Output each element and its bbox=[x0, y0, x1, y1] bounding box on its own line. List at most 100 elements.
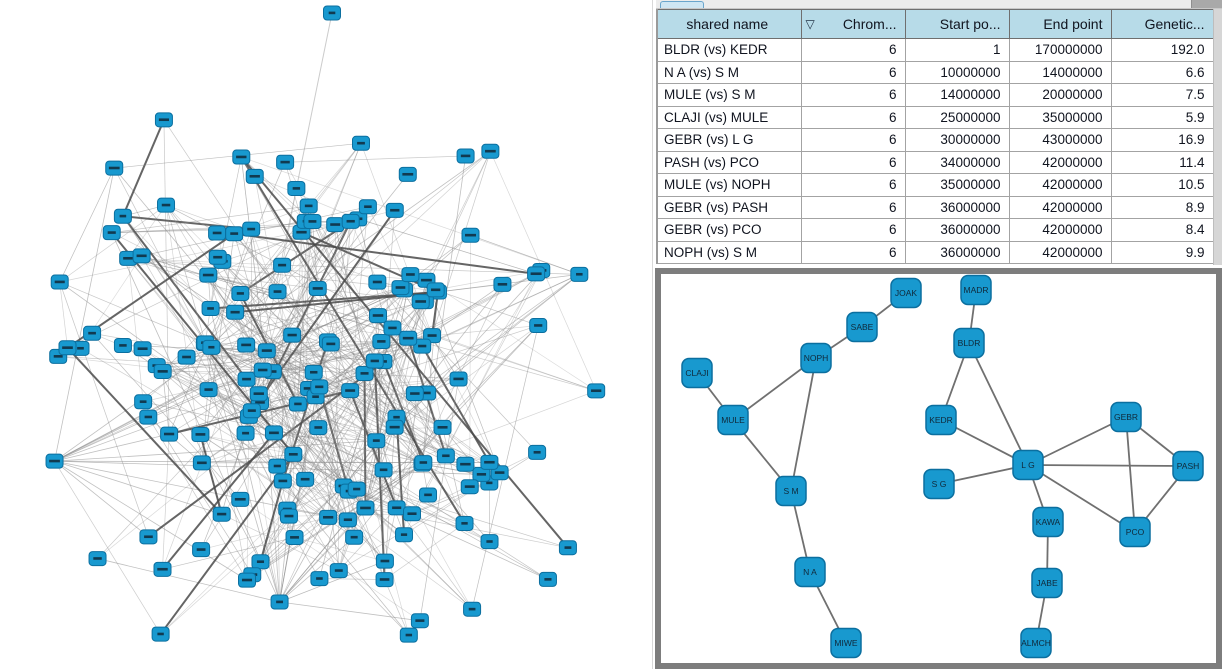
network-node[interactable] bbox=[212, 506, 231, 522]
network-node[interactable] bbox=[310, 379, 329, 395]
network-node[interactable] bbox=[374, 462, 393, 478]
network-node[interactable] bbox=[151, 626, 170, 642]
network-node[interactable] bbox=[208, 249, 227, 265]
table-row[interactable]: CLAJI (vs) MULE 6 25000000 35000000 5.9 bbox=[656, 105, 1214, 129]
network-node[interactable] bbox=[463, 601, 482, 617]
network-node[interactable] bbox=[245, 168, 264, 184]
vertical-scrollbar[interactable] bbox=[1213, 9, 1222, 265]
node-shape[interactable] bbox=[830, 627, 862, 659]
network-node[interactable] bbox=[50, 274, 69, 290]
network-node[interactable] bbox=[88, 551, 107, 567]
network-node[interactable] bbox=[273, 473, 292, 489]
network-node-s-m[interactable]: S M bbox=[775, 475, 807, 507]
network-node[interactable] bbox=[285, 529, 304, 545]
table-row[interactable]: N A (vs) S M 6 10000000 14000000 6.6 bbox=[656, 60, 1214, 84]
network-node[interactable] bbox=[191, 426, 210, 442]
table-row[interactable]: GEBR (vs) PASH 6 36000000 42000000 8.9 bbox=[656, 195, 1214, 219]
network-node[interactable] bbox=[232, 149, 251, 165]
network-node[interactable] bbox=[433, 419, 452, 435]
network-node-joak[interactable]: JOAK bbox=[890, 277, 922, 309]
network-node-pco[interactable]: PCO bbox=[1119, 516, 1151, 548]
network-node[interactable] bbox=[253, 362, 272, 378]
node-shape[interactable] bbox=[1172, 450, 1204, 482]
network-node-jabe[interactable]: JABE bbox=[1031, 567, 1063, 599]
network-edge[interactable] bbox=[1027, 464, 1189, 467]
network-node[interactable] bbox=[231, 491, 250, 507]
network-node-almch[interactable]: ALMCH bbox=[1020, 627, 1052, 659]
network-node[interactable] bbox=[264, 425, 283, 441]
network-node[interactable] bbox=[132, 248, 151, 264]
node-shape[interactable] bbox=[846, 311, 878, 343]
network-node[interactable] bbox=[411, 294, 430, 310]
network-node[interactable] bbox=[268, 284, 287, 300]
network-node[interactable] bbox=[460, 479, 479, 495]
network-node[interactable] bbox=[558, 540, 577, 556]
network-node-l-g[interactable]: L G bbox=[1012, 449, 1044, 481]
network-node[interactable] bbox=[436, 448, 455, 464]
network-node[interactable] bbox=[284, 446, 303, 462]
network-node[interactable] bbox=[326, 217, 345, 233]
network-node[interactable] bbox=[358, 199, 377, 215]
network-node[interactable] bbox=[419, 487, 438, 503]
network-node[interactable] bbox=[303, 214, 322, 230]
network-node[interactable] bbox=[177, 349, 196, 365]
network-node[interactable] bbox=[480, 454, 499, 470]
network-node[interactable] bbox=[238, 572, 257, 588]
network-node-kedr[interactable]: KEDR bbox=[925, 404, 957, 436]
network-node[interactable] bbox=[385, 202, 404, 218]
network-node[interactable] bbox=[375, 553, 394, 569]
network-node[interactable] bbox=[199, 267, 218, 283]
network-node[interactable] bbox=[113, 208, 132, 224]
network-node-sabe[interactable]: SABE bbox=[846, 311, 878, 343]
network-node[interactable] bbox=[153, 363, 172, 379]
node-shape[interactable] bbox=[717, 404, 749, 436]
network-node[interactable] bbox=[192, 542, 211, 558]
node-shape[interactable] bbox=[1032, 506, 1064, 538]
network-node[interactable] bbox=[249, 386, 268, 402]
network-node[interactable] bbox=[347, 481, 366, 497]
column-header-start-point[interactable]: Start po... bbox=[904, 9, 1010, 39]
network-node[interactable] bbox=[338, 512, 357, 528]
table-row[interactable]: MULE (vs) NOPH 6 35000000 42000000 10.5 bbox=[656, 173, 1214, 197]
network-node[interactable] bbox=[529, 318, 548, 334]
table-row[interactable]: NOPH (vs) S M 6 36000000 42000000 9.9 bbox=[656, 240, 1214, 264]
network-node-kawa[interactable]: KAWA bbox=[1032, 506, 1064, 538]
network-node[interactable] bbox=[323, 5, 341, 21]
network-node[interactable] bbox=[102, 225, 121, 241]
network-node[interactable] bbox=[208, 225, 227, 241]
network-node[interactable] bbox=[399, 627, 418, 643]
network-node[interactable] bbox=[587, 383, 606, 399]
network-node-s-g[interactable]: S G bbox=[923, 468, 955, 500]
network-node-pash[interactable]: PASH bbox=[1172, 450, 1204, 482]
network-node-noph[interactable]: NOPH bbox=[800, 342, 832, 374]
node-shape[interactable] bbox=[681, 357, 713, 389]
network-node[interactable] bbox=[139, 529, 158, 545]
network-node[interactable] bbox=[398, 166, 417, 182]
column-header-shared-name[interactable]: shared name bbox=[656, 9, 802, 39]
table-tab[interactable] bbox=[660, 1, 704, 8]
network-node[interactable] bbox=[341, 213, 360, 229]
network-node[interactable] bbox=[308, 281, 327, 297]
network-node[interactable] bbox=[369, 308, 388, 324]
network-node[interactable] bbox=[45, 453, 64, 469]
network-node[interactable] bbox=[401, 267, 420, 283]
network-overview-panel[interactable] bbox=[0, 0, 652, 669]
network-node[interactable] bbox=[226, 304, 245, 320]
node-shape[interactable] bbox=[953, 327, 985, 359]
network-node[interactable] bbox=[385, 419, 404, 435]
network-node[interactable] bbox=[154, 112, 173, 128]
network-edge[interactable] bbox=[968, 342, 1029, 466]
network-node[interactable] bbox=[105, 160, 124, 176]
network-node[interactable] bbox=[395, 527, 414, 543]
node-shape[interactable] bbox=[794, 556, 826, 588]
network-edge[interactable] bbox=[1027, 464, 1136, 533]
network-node[interactable] bbox=[231, 286, 250, 302]
network-node[interactable] bbox=[304, 364, 323, 380]
node-shape[interactable] bbox=[1031, 567, 1063, 599]
network-node[interactable] bbox=[236, 425, 255, 441]
network-node[interactable] bbox=[329, 563, 348, 579]
network-node[interactable] bbox=[276, 154, 295, 170]
network-node[interactable] bbox=[527, 266, 546, 282]
network-edge[interactable] bbox=[1125, 416, 1136, 533]
network-node[interactable] bbox=[134, 394, 153, 410]
